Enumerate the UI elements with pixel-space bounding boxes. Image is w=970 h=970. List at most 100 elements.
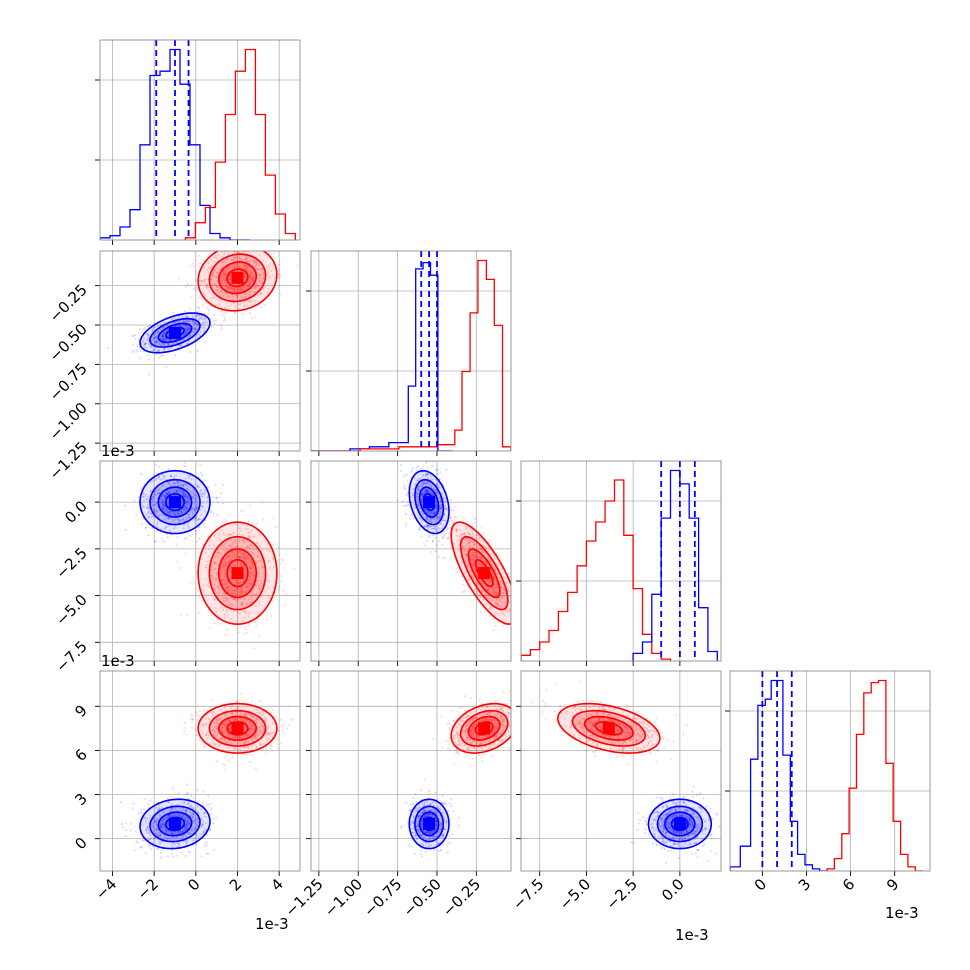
sample-point xyxy=(184,329,187,332)
sample-point xyxy=(473,558,476,561)
sample-point xyxy=(248,536,251,539)
sample-point xyxy=(199,518,201,521)
sample-point xyxy=(168,529,171,532)
sample-point xyxy=(146,336,149,339)
sample-point xyxy=(151,336,154,339)
sample-point xyxy=(250,582,253,585)
sample-point xyxy=(241,603,244,606)
sample-point xyxy=(195,500,198,503)
sample-point xyxy=(186,501,189,504)
sample-point xyxy=(249,260,252,263)
sample-point xyxy=(222,596,225,599)
sample-point xyxy=(217,284,220,287)
sample-point xyxy=(146,354,149,357)
sample-point xyxy=(229,565,232,568)
sample-point xyxy=(135,348,137,351)
sample-point xyxy=(436,472,439,475)
sample-point xyxy=(462,550,465,553)
y-tick-label: 0.0 xyxy=(61,497,91,527)
sample-point xyxy=(257,584,260,587)
sample-point xyxy=(165,510,168,513)
sample-point xyxy=(136,345,139,348)
sample-point xyxy=(229,280,232,283)
sample-point xyxy=(177,510,180,513)
sample-point xyxy=(260,306,263,309)
sample-point xyxy=(275,525,278,528)
sample-point xyxy=(212,260,215,263)
sample-point xyxy=(227,248,229,250)
sample-point xyxy=(196,306,199,309)
sample-point xyxy=(442,496,445,499)
sample-point xyxy=(147,534,150,536)
sample-point xyxy=(442,536,445,539)
sample-point xyxy=(468,541,471,544)
sample-point xyxy=(193,483,196,486)
sample-point xyxy=(205,284,208,287)
sample-point xyxy=(419,485,422,488)
sample-point xyxy=(167,334,170,337)
sample-point xyxy=(212,270,215,273)
sample-point xyxy=(154,510,157,513)
sample-point xyxy=(253,536,256,539)
sample-point xyxy=(232,553,235,556)
sample-point xyxy=(192,491,195,493)
sample-point xyxy=(233,588,236,591)
sample-point xyxy=(194,530,197,533)
sample-point xyxy=(238,256,241,259)
sample-point xyxy=(162,499,165,502)
sample-point xyxy=(252,261,255,264)
sample-point xyxy=(223,277,226,280)
sample-point xyxy=(493,593,496,596)
sample-point xyxy=(262,277,265,280)
sample-point xyxy=(257,571,260,574)
sample-point xyxy=(186,327,188,330)
sample-point xyxy=(244,258,247,261)
sample-point xyxy=(195,495,198,498)
sample-point xyxy=(440,507,442,510)
sample-point xyxy=(254,620,257,623)
sample-point xyxy=(215,284,218,287)
sample-point xyxy=(156,520,159,523)
sample-point xyxy=(243,275,246,278)
sample-point xyxy=(424,475,427,478)
sample-point xyxy=(204,340,207,343)
sample-point xyxy=(258,277,261,280)
sample-point xyxy=(186,488,188,490)
sample-point xyxy=(254,266,257,269)
sample-point xyxy=(258,560,260,563)
sample-point xyxy=(427,473,430,475)
sample-point xyxy=(206,278,209,281)
sample-point xyxy=(183,524,185,527)
sample-point xyxy=(470,556,473,559)
sample-point xyxy=(176,481,179,484)
sample-point xyxy=(404,494,407,497)
sample-point xyxy=(444,519,447,522)
sample-point xyxy=(210,296,213,299)
sample-point xyxy=(204,319,207,322)
sample-point xyxy=(424,508,427,511)
sample-point xyxy=(139,357,142,360)
sample-point xyxy=(481,549,484,552)
sample-point xyxy=(145,526,148,529)
sample-point xyxy=(151,495,154,498)
sample-point xyxy=(250,552,253,555)
sample-point xyxy=(258,284,261,287)
y-tick-label: −0.25 xyxy=(46,281,91,326)
sample-point xyxy=(223,261,226,264)
sample-point xyxy=(419,518,422,521)
sample-point xyxy=(228,533,231,536)
sample-point xyxy=(195,507,198,509)
sample-point xyxy=(244,278,247,281)
sample-point xyxy=(161,477,164,480)
sample-point xyxy=(494,569,497,572)
sample-point xyxy=(177,512,180,515)
sample-point xyxy=(420,454,422,456)
sample-point xyxy=(158,342,161,345)
sample-point xyxy=(249,259,252,261)
sample-point xyxy=(202,327,205,330)
sample-point xyxy=(192,509,194,512)
sample-point xyxy=(213,587,216,589)
sample-point xyxy=(250,544,253,547)
sample-point xyxy=(242,556,245,559)
sample-point xyxy=(231,287,234,290)
